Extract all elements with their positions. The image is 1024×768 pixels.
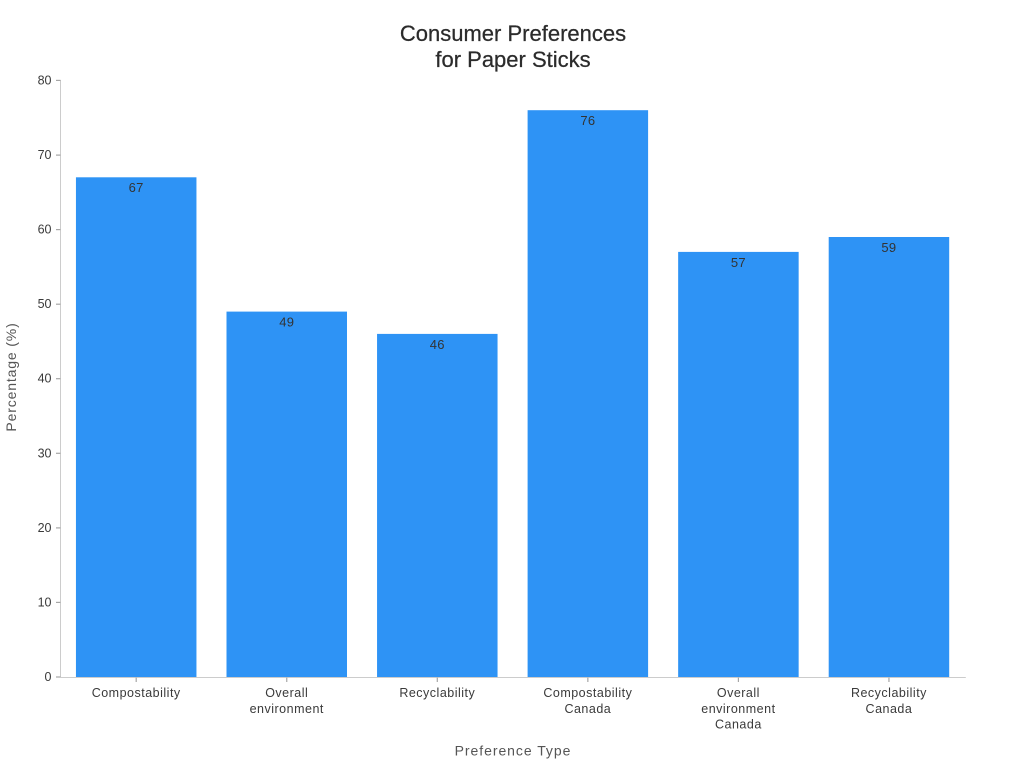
svg-text:Overall: Overall <box>265 686 308 700</box>
svg-text:environment: environment <box>701 702 775 716</box>
svg-text:20: 20 <box>38 521 52 535</box>
svg-text:50: 50 <box>38 297 52 311</box>
svg-text:59: 59 <box>881 240 896 255</box>
svg-text:Canada: Canada <box>564 702 611 716</box>
svg-text:Preference Type: Preference Type <box>455 743 572 759</box>
svg-text:environment: environment <box>250 702 324 716</box>
svg-text:70: 70 <box>38 148 52 162</box>
svg-text:Recyclability: Recyclability <box>851 686 927 700</box>
svg-text:49: 49 <box>279 315 294 330</box>
svg-text:60: 60 <box>38 223 52 237</box>
svg-text:10: 10 <box>38 595 52 609</box>
svg-text:Compostability: Compostability <box>92 686 181 700</box>
svg-text:for Paper Sticks: for Paper Sticks <box>435 47 590 72</box>
svg-text:80: 80 <box>38 73 52 87</box>
svg-text:Canada: Canada <box>866 702 913 716</box>
svg-text:Canada: Canada <box>715 718 762 732</box>
svg-text:57: 57 <box>731 255 746 270</box>
svg-text:Recyclability: Recyclability <box>399 686 475 700</box>
svg-text:Compostability: Compostability <box>543 686 632 700</box>
svg-text:Consumer Preferences: Consumer Preferences <box>400 21 626 46</box>
svg-text:46: 46 <box>430 337 445 352</box>
svg-text:Overall: Overall <box>717 686 760 700</box>
svg-text:30: 30 <box>38 446 52 460</box>
svg-text:76: 76 <box>580 113 595 128</box>
svg-text:67: 67 <box>129 180 144 195</box>
svg-text:40: 40 <box>38 372 52 386</box>
svg-text:0: 0 <box>45 670 52 684</box>
svg-text:Percentage (%): Percentage (%) <box>3 322 19 431</box>
